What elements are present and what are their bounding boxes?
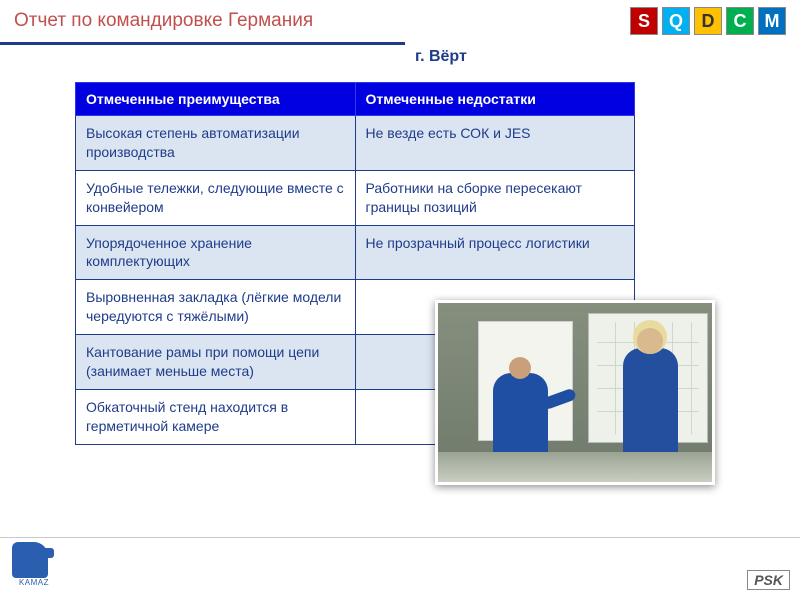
col-header-disadvantages: Отмеченные недостатки [355,83,635,116]
kamaz-icon [12,542,48,578]
title-underline [0,42,405,45]
col-header-advantages: Отмеченные преимущества [76,83,356,116]
footer-divider [0,537,800,538]
photo-placeholder [435,300,715,485]
sqdcm-badges: S Q D C M [630,7,786,35]
badge-s: S [630,7,658,35]
subtitle: г. Вёрт [415,48,467,66]
kamaz-label: KAMAZ [12,578,56,587]
footer-logo-right: PSK [747,570,790,590]
footer-logo-left: KAMAZ [12,542,56,592]
table-row: Упорядоченное хранение комплектующихНе п… [76,225,635,280]
table-row: Высокая степень автоматизации производст… [76,116,635,171]
table-row: Удобные тележки, следующие вместе с конв… [76,170,635,225]
badge-q: Q [662,7,690,35]
badge-c: C [726,7,754,35]
badge-m: M [758,7,786,35]
badge-d: D [694,7,722,35]
